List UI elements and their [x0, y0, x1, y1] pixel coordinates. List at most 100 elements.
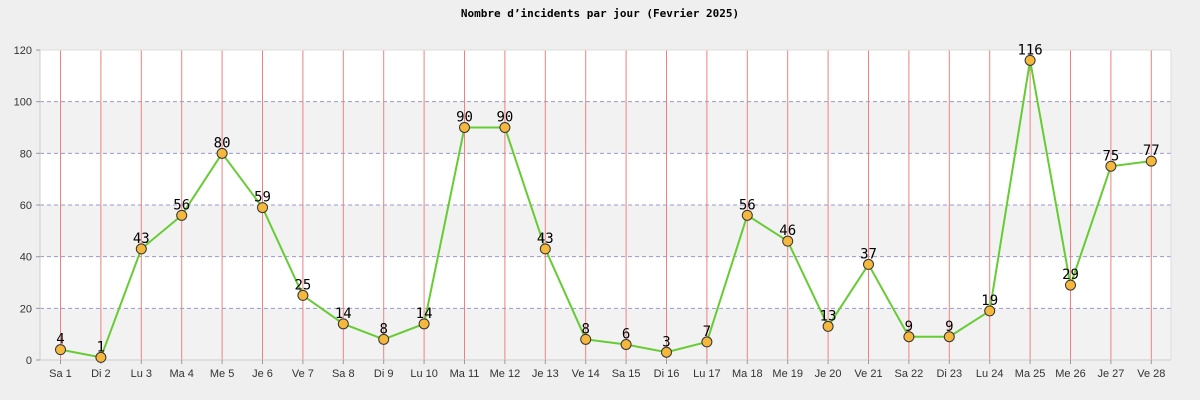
data-label: 56 — [173, 197, 190, 213]
data-point — [984, 305, 996, 317]
data-point — [1065, 279, 1076, 291]
data-label: 9 — [905, 319, 913, 335]
y-tick-label: 40 — [20, 252, 32, 264]
data-label: 9 — [945, 319, 953, 335]
data-point — [459, 122, 470, 133]
data-label: 37 — [860, 246, 877, 262]
x-tick-label: Ma 25 — [1015, 368, 1046, 380]
x-tick-label: Di 9 — [374, 368, 394, 380]
data-point — [782, 235, 794, 247]
data-label: 6 — [622, 327, 630, 343]
y-tick-label: 0 — [26, 355, 32, 367]
background-band — [40, 153, 1171, 205]
x-tick-label: Me 19 — [772, 368, 803, 380]
x-tick-label: Ve 28 — [1137, 368, 1165, 380]
data-point — [580, 333, 592, 345]
data-label: 43 — [537, 231, 554, 247]
x-tick-label: Sa 15 — [612, 368, 641, 380]
data-point — [1105, 160, 1117, 172]
data-label: 7 — [703, 324, 711, 340]
plot-background-bands — [40, 50, 1171, 360]
x-tick-label: Sa 8 — [332, 368, 355, 380]
data-label: 56 — [739, 197, 756, 213]
data-label: 77 — [1143, 143, 1160, 159]
data-point — [378, 333, 390, 345]
x-tick-label: Je 13 — [532, 368, 559, 380]
series-polyline — [60, 60, 1152, 359]
vertical-gridlines — [60, 50, 1152, 360]
x-tick-label: Je 6 — [252, 368, 273, 380]
x-tick-label: Di 23 — [936, 368, 962, 380]
data-label: 29 — [1062, 267, 1079, 283]
x-tick-label: Di 16 — [654, 368, 680, 380]
data-point — [337, 318, 349, 330]
data-label: 8 — [581, 321, 589, 337]
data-label: 116 — [1017, 42, 1042, 58]
chart-title: Nombre d’incidents par jour (Fevrier 202… — [461, 7, 739, 20]
data-label: 59 — [254, 190, 271, 206]
data-point — [176, 209, 188, 221]
x-tick-label: Ve 21 — [854, 368, 882, 380]
data-point — [1024, 54, 1036, 66]
y-tick-label: 60 — [20, 200, 32, 212]
background-band — [40, 205, 1171, 257]
background-band — [40, 308, 1171, 360]
data-label: 43 — [133, 231, 150, 247]
data-point — [1145, 155, 1157, 167]
data-point — [55, 344, 66, 356]
data-label: 80 — [214, 135, 231, 151]
x-tick-label: Sa 1 — [49, 368, 72, 380]
y-tick-label: 80 — [20, 148, 32, 160]
data-point — [499, 122, 511, 133]
x-tick-label: Me 26 — [1055, 368, 1086, 380]
x-tick-label: Lu 17 — [693, 368, 721, 380]
data-point — [741, 209, 753, 221]
x-tick-label: Sa 22 — [895, 368, 924, 380]
background-band — [40, 256, 1171, 309]
data-point — [701, 336, 713, 348]
x-tick-label: Ma 11 — [450, 368, 480, 380]
data-label: 90 — [496, 110, 513, 126]
y-tick-labels: 0 20 40 60 80 100 120 — [14, 45, 40, 367]
data-points — [55, 54, 1157, 363]
data-label: 14 — [335, 306, 352, 322]
data-label: 46 — [779, 223, 796, 239]
x-tick-label: Ve 14 — [572, 368, 600, 380]
y-tick-label: 20 — [20, 303, 32, 315]
data-point — [216, 147, 228, 159]
data-point — [943, 331, 955, 343]
x-tick-labels: Sa 1 Di 2 Lu 3 Ma 4 Me 5 Je 6 Ve 7 Sa 8 Di 9 Lu 1… — [49, 360, 1165, 380]
data-point — [135, 243, 147, 255]
data-point — [903, 331, 915, 343]
data-label: 8 — [379, 321, 387, 337]
data-label: 1 — [97, 339, 105, 355]
x-tick-label: Me 12 — [490, 368, 521, 380]
series-line — [60, 60, 1152, 359]
data-label: 3 — [662, 334, 670, 350]
data-point — [620, 339, 632, 350]
background-band — [40, 101, 1171, 154]
data-label: 25 — [294, 277, 311, 293]
y-tick-label: 120 — [14, 45, 32, 57]
data-point — [95, 351, 107, 363]
x-tick-label: Me 5 — [210, 368, 234, 380]
data-label: 13 — [820, 308, 837, 324]
data-point — [257, 202, 268, 214]
data-label: 19 — [981, 293, 998, 309]
data-point — [297, 289, 309, 301]
data-point — [661, 346, 672, 358]
data-label: 75 — [1102, 148, 1119, 164]
x-tick-label: Ma 18 — [732, 368, 763, 380]
x-tick-label: Je 20 — [815, 368, 842, 380]
x-tick-label: Ma 4 — [169, 368, 193, 380]
data-point — [863, 258, 874, 270]
data-point — [418, 318, 430, 330]
data-label: 90 — [456, 110, 473, 126]
x-tick-label: Je 27 — [1097, 368, 1124, 380]
y-tick-label: 100 — [14, 97, 32, 109]
x-tick-label: Ve 7 — [292, 368, 314, 380]
background-band — [40, 50, 1171, 102]
x-tick-label: Lu 3 — [131, 368, 152, 380]
x-tick-label: Lu 24 — [976, 368, 1004, 380]
